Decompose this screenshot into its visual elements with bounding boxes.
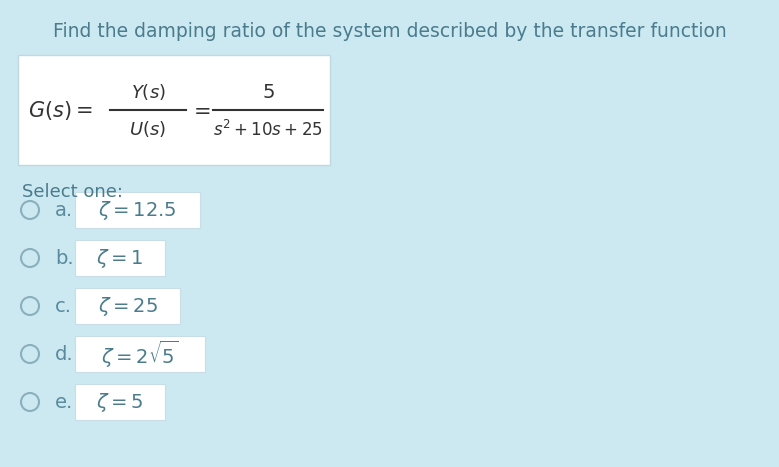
Text: $s^2+10s+25$: $s^2+10s+25$ <box>213 120 323 140</box>
Text: $Y(s)$: $Y(s)$ <box>131 82 165 102</box>
Text: e.: e. <box>55 392 73 411</box>
FancyBboxPatch shape <box>75 384 165 420</box>
FancyBboxPatch shape <box>75 336 205 372</box>
FancyBboxPatch shape <box>75 240 165 276</box>
Text: $\zeta = 2\sqrt{5}$: $\zeta = 2\sqrt{5}$ <box>101 339 179 369</box>
Text: $\zeta = 1$: $\zeta = 1$ <box>97 247 143 269</box>
Text: $\zeta = 12.5$: $\zeta = 12.5$ <box>98 198 177 221</box>
Text: a.: a. <box>55 200 73 219</box>
Text: Find the damping ratio of the system described by the transfer function: Find the damping ratio of the system des… <box>53 22 727 41</box>
Text: c.: c. <box>55 297 72 316</box>
Text: b.: b. <box>55 248 74 268</box>
FancyBboxPatch shape <box>75 288 180 324</box>
Text: $G(s)=$: $G(s)=$ <box>28 99 93 121</box>
FancyBboxPatch shape <box>75 192 200 228</box>
Text: $=$: $=$ <box>189 100 211 120</box>
Text: $5$: $5$ <box>262 83 274 101</box>
Text: d.: d. <box>55 345 74 363</box>
Text: $\zeta = 25$: $\zeta = 25$ <box>97 295 157 318</box>
Text: $\zeta = 5$: $\zeta = 5$ <box>97 390 143 413</box>
Text: Select one:: Select one: <box>22 183 123 201</box>
FancyBboxPatch shape <box>18 55 330 165</box>
Text: $U(s)$: $U(s)$ <box>129 119 167 139</box>
